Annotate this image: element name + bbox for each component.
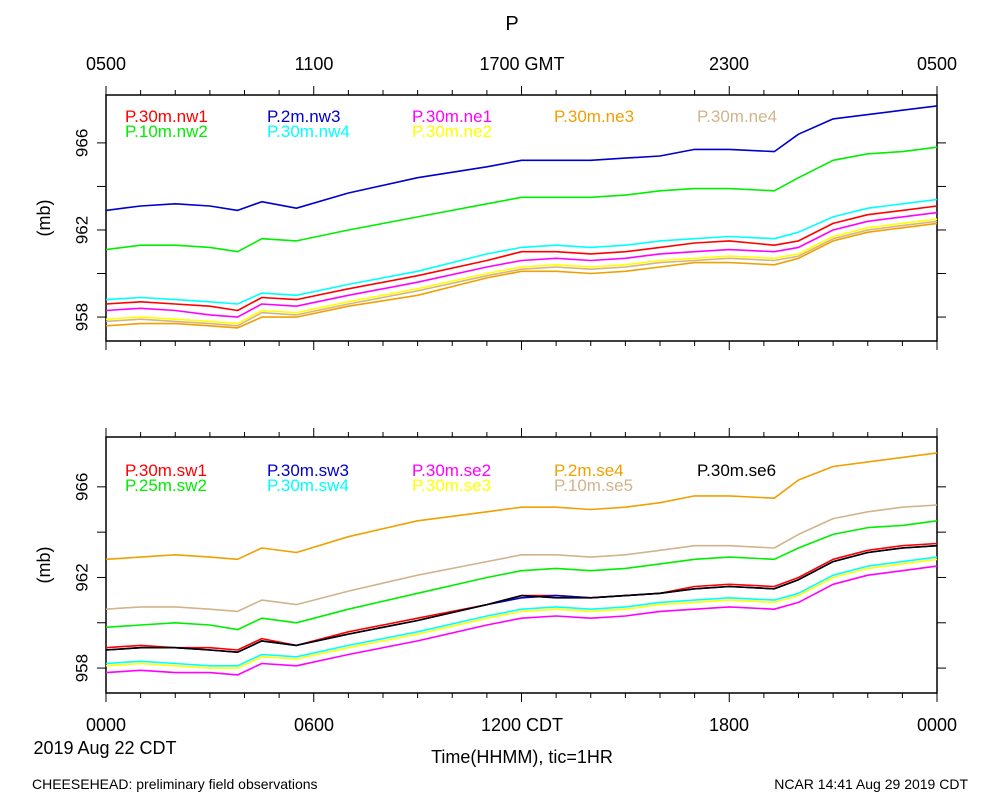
legend-P.30m.ne2: P.30m.ne2 <box>412 122 492 141</box>
series-line-P.30m.ne3 <box>105 222 938 329</box>
y-tick-label-962: 962 <box>73 216 92 244</box>
date-label: 2019 Aug 22 CDT <box>33 738 176 758</box>
y-tick-label-958: 958 <box>73 654 92 682</box>
legend-P.30m.nw1: P.30m.nw1 <box>125 107 208 126</box>
legend-P.30m.ne1: P.30m.ne1 <box>412 107 492 126</box>
y-tick-label-966: 966 <box>73 129 92 157</box>
legend-P.10m.nw2: P.10m.nw2 <box>125 122 208 141</box>
upper-panel-series-lines <box>105 105 938 329</box>
series-line-P.2m.se4 <box>105 452 938 561</box>
top-tick-label: 1100 <box>295 54 334 74</box>
upper-panel-ylabel: (mb) <box>34 200 54 237</box>
series-line-P.30m.se3 <box>105 558 938 669</box>
top-tick-label: 0500 <box>917 54 957 74</box>
series-line-P.10m.nw2 <box>105 146 938 253</box>
legend-P.30m.nw4: P.30m.nw4 <box>267 122 350 141</box>
top-axis-labels: 0500 1100 1700 GMT 2300 0500 <box>86 54 957 74</box>
figure-title: P <box>505 13 518 35</box>
top-tick-label: 1700 GMT <box>479 54 564 74</box>
legend-P.30m.sw3: P.30m.sw3 <box>267 461 349 480</box>
upper-panel-y-tick-labels: 958 962 966 <box>73 129 92 332</box>
upper-panel: 958 962 966 (mb) P.30m.nw1 P.10m.nw2 P.2… <box>34 86 946 350</box>
legend-P.30m.se6: P.30m.se6 <box>697 461 776 480</box>
legend-P.30m.se3: P.30m.se3 <box>412 476 491 495</box>
legend-P.30m.sw1: P.30m.sw1 <box>125 461 207 480</box>
lower-panel-legend: P.30m.sw1 P.25m.sw2 P.30m.sw3 P.30m.sw4 … <box>125 461 776 495</box>
series-line-P.30m.ne4 <box>105 220 938 327</box>
series-line-P.30m.se2 <box>105 565 938 676</box>
series-line-P.30m.ne1 <box>105 211 938 318</box>
series-line-P.30m.sw4 <box>105 556 938 667</box>
bottom-axis-labels: 0000 0600 1200 CDT 1800 0000 <box>86 715 957 735</box>
bottom-tick-label: 0000 <box>917 715 957 735</box>
legend-P.30m.ne4: P.30m.ne4 <box>697 107 777 126</box>
lower-panel-ticks <box>97 428 946 702</box>
series-line-P.30m.nw4 <box>105 198 938 305</box>
lower-panel-y-tick-labels: 958 962 966 <box>73 473 92 683</box>
series-line-P.30m.sw3 <box>105 544 938 654</box>
y-tick-label-962: 962 <box>73 563 92 591</box>
y-tick-label-958: 958 <box>73 303 92 331</box>
footer-right: NCAR 14:41 Aug 29 2019 CDT <box>774 776 968 792</box>
lower-panel-series-lines <box>105 452 938 676</box>
series-line-P.30m.nw1 <box>105 205 938 312</box>
upper-panel-legend: P.30m.nw1 P.10m.nw2 P.2m.nw3 P.30m.nw4 P… <box>125 107 777 141</box>
series-line-P.2m.nw3 <box>105 105 938 212</box>
y-tick-label-966: 966 <box>73 473 92 501</box>
bottom-tick-label: 1800 <box>709 715 749 735</box>
x-axis-label: Time(HHMM), tic=1HR <box>431 747 613 767</box>
series-line-P.10m.se5 <box>105 504 938 613</box>
legend-P.30m.se2: P.30m.se2 <box>412 461 491 480</box>
top-tick-label: 0500 <box>86 54 126 74</box>
legend-P.2m.se4: P.2m.se4 <box>554 461 624 480</box>
top-tick-label: 2300 <box>709 54 749 74</box>
series-line-P.25m.sw2 <box>105 520 938 631</box>
footer-left: CHEESEHEAD: preliminary field observatio… <box>32 776 318 792</box>
legend-P.30m.sw4: P.30m.sw4 <box>267 476 349 495</box>
bottom-tick-label: 0000 <box>86 715 126 735</box>
upper-panel-ticks <box>97 86 946 350</box>
legend-P.2m.nw3: P.2m.nw3 <box>267 107 340 126</box>
legend-P.10m.se5: P.10m.se5 <box>554 476 633 495</box>
bottom-tick-label: 1200 CDT <box>481 715 563 735</box>
legend-P.25m.sw2: P.25m.sw2 <box>125 476 207 495</box>
series-line-P.30m.se6 <box>105 544 938 654</box>
lower-panel-ylabel: (mb) <box>34 547 54 584</box>
legend-P.30m.ne3: P.30m.ne3 <box>554 107 634 126</box>
lower-panel: 958 962 966 (mb) P.30m.sw1 P.25m.sw2 P.3… <box>34 428 946 702</box>
series-line-P.30m.ne2 <box>105 218 938 325</box>
bottom-tick-label: 0600 <box>294 715 334 735</box>
